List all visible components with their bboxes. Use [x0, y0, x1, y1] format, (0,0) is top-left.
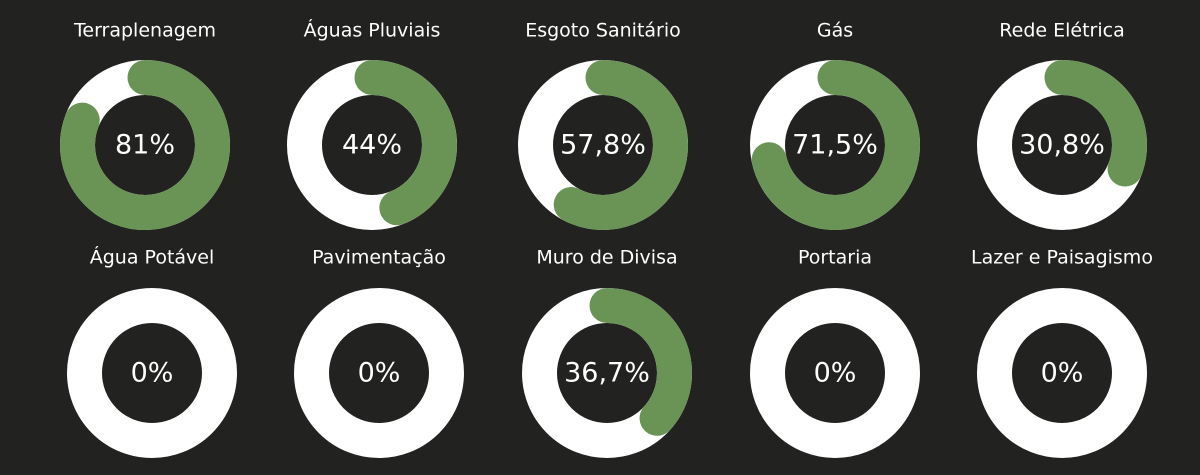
gauge-arc	[589, 288, 692, 436]
gauge-value: 57,8%	[560, 130, 646, 161]
gauge-title: Pavimentação	[312, 247, 446, 269]
gauge-value: 30,8%	[1019, 130, 1105, 161]
gauge-track	[750, 288, 920, 458]
gauge-arc	[553, 60, 688, 230]
gauge-title: Lazer e Paisagismo	[971, 247, 1153, 269]
gauge-value: 71,5%	[792, 130, 878, 161]
gauge-value: 36,7%	[564, 358, 650, 389]
gauge-title: Esgoto Sanitário	[525, 20, 681, 42]
gauge-arc	[751, 60, 920, 230]
gauge-title: Águas Pluviais	[304, 19, 441, 42]
gauge-title: Água Potável	[90, 246, 215, 269]
gauge-title: Muro de Divisa	[536, 247, 677, 269]
gauge-value: 81%	[115, 130, 175, 161]
gauge-arc	[1044, 60, 1147, 187]
gauge-track	[294, 288, 464, 458]
gauge-arc	[354, 60, 457, 226]
gauge-title: Terraplenagem	[73, 20, 216, 42]
gauge-value: 0%	[358, 358, 401, 389]
gauge-track	[67, 288, 237, 458]
gauge-title: Gás	[817, 20, 853, 42]
gauge-track	[977, 288, 1147, 458]
gauge-value: 0%	[814, 358, 857, 389]
gauge-value: 0%	[131, 358, 174, 389]
gauge-title: Portaria	[798, 247, 872, 269]
gauge-title: Rede Elétrica	[999, 20, 1124, 42]
gauge-value: 44%	[342, 130, 402, 161]
gauge-value: 0%	[1041, 358, 1084, 389]
gauge-arc	[60, 60, 230, 230]
